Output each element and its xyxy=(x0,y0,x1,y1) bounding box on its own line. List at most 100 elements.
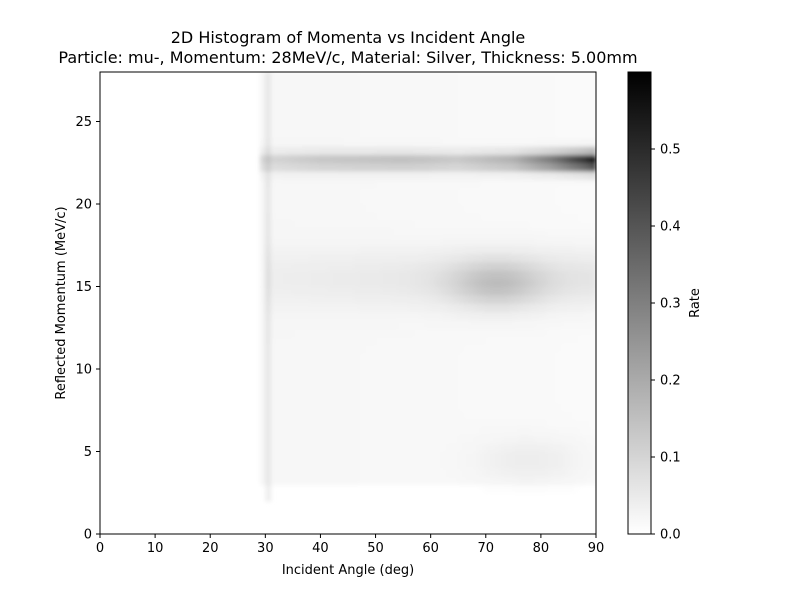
heatmap-cell xyxy=(314,327,322,337)
heatmap-cell xyxy=(518,393,525,403)
heatmap-cell xyxy=(447,228,454,238)
heatmap-cell xyxy=(562,459,570,469)
heatmap-cell xyxy=(370,435,377,444)
heatmap-cell xyxy=(584,80,592,90)
heatmap-cell xyxy=(491,484,498,494)
colorbar-label: Rate xyxy=(688,288,703,318)
heatmap-cell xyxy=(359,105,366,114)
heatmap-cell xyxy=(364,154,371,164)
heatmap-cell xyxy=(303,393,311,403)
heatmap-cell xyxy=(425,451,432,461)
heatmap-cell xyxy=(562,451,570,461)
heatmap-cell xyxy=(557,270,564,279)
heatmap-cell xyxy=(270,261,277,271)
heatmap-cell xyxy=(441,204,448,213)
heatmap-cell xyxy=(507,484,514,494)
heatmap-cell xyxy=(303,435,311,444)
heatmap-cell xyxy=(573,195,581,205)
heatmap-cell xyxy=(364,435,371,444)
heatmap-cell xyxy=(441,451,448,461)
heatmap-cell xyxy=(491,385,498,395)
heatmap-cell xyxy=(342,418,349,428)
heatmap-cell xyxy=(496,451,503,461)
heatmap-cell xyxy=(562,377,570,387)
heatmap-cell xyxy=(270,195,277,205)
heatmap-cell xyxy=(403,352,410,362)
heatmap-cell xyxy=(314,385,322,395)
heatmap-cell xyxy=(524,385,531,395)
heatmap-cell xyxy=(265,212,272,222)
heatmap-cell xyxy=(463,228,470,238)
heatmap-cell xyxy=(463,96,470,106)
heatmap-cell xyxy=(474,113,481,123)
heatmap-cell xyxy=(524,426,531,436)
heatmap-cell xyxy=(557,426,564,436)
heatmap-cell xyxy=(441,377,448,387)
heatmap-cell xyxy=(386,138,393,147)
heatmap-cell xyxy=(281,393,288,403)
heatmap-cell xyxy=(502,113,509,123)
heatmap-cell xyxy=(535,418,542,428)
heatmap-cell xyxy=(507,129,514,139)
heatmap-cell xyxy=(336,121,344,131)
colorbar xyxy=(627,71,652,535)
heatmap-cell xyxy=(381,237,388,246)
heatmap-cell xyxy=(381,385,388,395)
heatmap-cell xyxy=(502,270,509,279)
heatmap-cell xyxy=(314,146,322,156)
heatmap-cell xyxy=(496,286,503,296)
heatmap-cell xyxy=(452,270,459,279)
heatmap-cell xyxy=(325,459,333,469)
heatmap-cell xyxy=(408,88,415,98)
heatmap-cell xyxy=(276,237,283,246)
heatmap-cell xyxy=(529,80,536,90)
heatmap-cell xyxy=(557,451,564,461)
heatmap-cell xyxy=(314,228,322,238)
heatmap-cell xyxy=(573,154,581,164)
heatmap-cell xyxy=(447,187,454,197)
heatmap-cell xyxy=(584,385,592,395)
heatmap-cell xyxy=(485,138,492,147)
heatmap-cell xyxy=(535,352,542,362)
heatmap-cell xyxy=(441,96,448,106)
heatmap-cell xyxy=(584,286,592,296)
heatmap-cell xyxy=(325,377,333,387)
heatmap-cell xyxy=(386,105,393,114)
heatmap-cell xyxy=(408,426,415,436)
heatmap-cell xyxy=(529,286,536,296)
heatmap-cell xyxy=(359,187,366,197)
heatmap-cell xyxy=(370,352,377,362)
heatmap-cell xyxy=(590,303,596,312)
heatmap-cell xyxy=(325,336,333,345)
x-tick-label: 20 xyxy=(202,541,219,556)
heatmap-cell xyxy=(447,80,454,90)
heatmap-cell xyxy=(353,146,360,156)
heatmap-cell xyxy=(491,72,498,81)
heatmap-cell xyxy=(480,253,487,263)
heatmap-cell xyxy=(491,113,498,123)
heatmap-cell xyxy=(502,426,509,436)
heatmap-cell xyxy=(397,204,404,213)
heatmap-cell xyxy=(557,80,564,90)
heatmap-cell xyxy=(397,113,404,123)
heatmap-cell xyxy=(502,344,509,354)
heatmap-cell xyxy=(359,377,366,387)
heatmap-cell xyxy=(568,286,575,296)
heatmap-cell xyxy=(557,459,564,469)
heatmap-cell xyxy=(403,113,410,123)
heatmap-cell xyxy=(568,187,575,197)
heatmap-cell xyxy=(485,278,492,288)
heatmap-cell xyxy=(480,129,487,139)
heatmap-cell xyxy=(568,179,575,189)
heatmap-cell xyxy=(265,286,272,296)
heatmap-cell xyxy=(325,195,333,205)
heatmap-cell xyxy=(265,270,272,279)
heatmap-cell xyxy=(452,245,459,255)
heatmap-cell xyxy=(590,426,596,436)
heatmap-cell xyxy=(287,96,294,106)
heatmap-cell xyxy=(348,220,355,230)
heatmap-cell xyxy=(507,220,514,230)
heatmap-cell xyxy=(469,426,476,436)
heatmap-cell xyxy=(502,360,509,370)
heatmap-cell xyxy=(375,228,382,238)
